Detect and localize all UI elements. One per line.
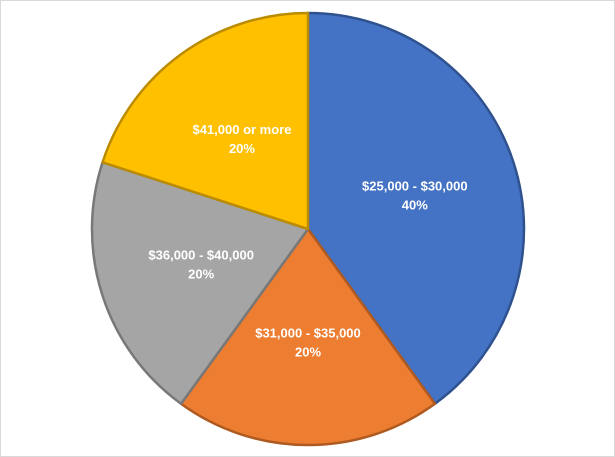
- pie-slice-36-000-40-000: [90, 161, 310, 405]
- pie-slice-25-000-30-000: [306, 11, 526, 405]
- data-label-percent: 40%: [402, 197, 428, 212]
- data-label-percent: 20%: [229, 141, 255, 156]
- pie-slice-41-000-or-more: [101, 11, 310, 231]
- data-label-category: $41,000 or more: [192, 122, 291, 137]
- slices-layer: [90, 11, 526, 447]
- data-label-category: $36,000 - $40,000: [148, 248, 254, 263]
- data-label-category: $31,000 - $35,000: [255, 325, 361, 340]
- data-label-category: $25,000 - $30,000: [362, 178, 468, 193]
- data-label-percent: 20%: [295, 344, 321, 359]
- data-label-41-000-or-more: $41,000 or more 20%: [192, 122, 291, 156]
- data-label-31-000-35-000: $31,000 - $35,000 20%: [255, 325, 361, 359]
- labels-layer: $25,000 - $30,000 40% $31,000 - $35,000 20%…: [148, 122, 467, 359]
- data-label-25-000-30-000: $25,000 - $30,000 40%: [362, 178, 468, 212]
- pie-slice-31-000-35-000: [179, 227, 437, 447]
- data-label-36-000-40-000: $36,000 - $40,000 20%: [148, 248, 254, 282]
- data-label-percent: 20%: [188, 267, 214, 282]
